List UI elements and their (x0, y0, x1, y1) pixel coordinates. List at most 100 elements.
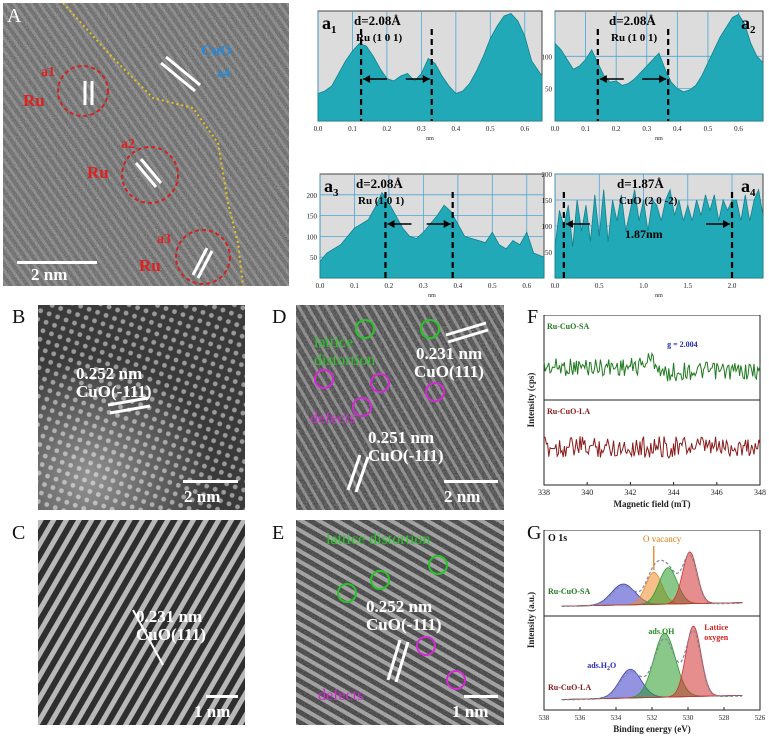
ru-label-1: Ru (23, 91, 45, 110)
x-tick-label: 530 (683, 714, 694, 722)
x-tick-label: 342 (624, 488, 636, 497)
panel-d-plane-1: CuO(111) (414, 362, 484, 381)
x-tick-label: 338 (538, 488, 550, 497)
series-line-sa (543, 352, 761, 382)
d-spacing-label: d=2.08Å (354, 13, 401, 28)
a4-image-label: a4 (217, 65, 230, 80)
series-line-la (543, 436, 761, 459)
interface-boundary (62, 3, 244, 286)
a3-label: a3 (157, 232, 171, 247)
panel-e-scale-label: 1 nm (452, 702, 489, 721)
panel-a-scalebar (17, 261, 97, 264)
panel-c-plane: CuO(111) (136, 625, 206, 644)
y-tick-label: 150 (542, 197, 553, 205)
a2-label: a2 (121, 137, 135, 152)
series-label: Ru-CuO-LA (548, 683, 591, 692)
ru-circle-3 (175, 229, 231, 285)
x-axis-label: nm (428, 293, 436, 299)
x-tick-label: 0.2 (612, 125, 621, 133)
x-tick-label: 528 (719, 714, 730, 722)
x-tick-label: 0.1 (348, 125, 357, 133)
panel-d-letter: D (272, 306, 287, 328)
x-tick-label: 0.0 (316, 282, 325, 290)
x-tick-label: 538 (539, 714, 550, 722)
panel-b-scale-label: 2 nm (184, 487, 221, 506)
d-spacing-label: d=2.08Å (356, 176, 403, 191)
y-tick-label: 100 (542, 53, 553, 61)
panel-d-plane-2: CuO(-111) (368, 446, 444, 465)
x-tick-label: 0.1 (581, 125, 590, 133)
x-axis-label: nm (426, 136, 434, 142)
panel-d-image: lattice distortion 0.231 nm CuO(111) def… (296, 305, 504, 510)
x-tick-label: 0.4 (453, 282, 462, 290)
plane-label: Ru (1 0 1) (611, 32, 657, 44)
envelope-line (561, 553, 743, 608)
x-tick-label: 532 (647, 714, 658, 722)
profile-area (319, 191, 545, 279)
g-value-annotation: g = 2.004 (667, 340, 698, 349)
x-tick-label: 534 (611, 714, 622, 722)
x-axis-label: nm (655, 136, 663, 142)
x-tick-label: 0.0 (551, 282, 560, 290)
x-tick-label: 0.3 (642, 125, 651, 133)
ads-h2o-label: ads.H2O (587, 661, 616, 672)
panel-c-letter: C (12, 522, 26, 544)
profile-area (554, 188, 764, 279)
lattice-label-1: Lattice (704, 623, 728, 632)
panel-d-d-spacing-1: 0.231 nm (416, 344, 483, 363)
y-tick-label: 50 (545, 249, 553, 257)
x-tick-label: 0.3 (417, 125, 426, 133)
panel-d-scalebar (444, 480, 498, 483)
panel-a-image: A Ru Ru Ru a1 a2 a3 CuO a4 2 nm (3, 3, 289, 286)
x-tick-label: 348 (754, 488, 766, 497)
x-tick-label: 0.5 (488, 282, 497, 290)
arrow-head-left (387, 220, 395, 228)
x-tick-label: 0.1 (350, 282, 359, 290)
arrow-head-left (599, 75, 607, 83)
x-tick-label: 1.5 (683, 282, 692, 290)
y-tick-label: 50 (310, 254, 318, 262)
panel-e-image: lattice distortion 0.252 nm CuO(-111) de… (296, 520, 504, 725)
y-tick-label: 200 (307, 192, 318, 200)
lattice-label-2: oxygen (704, 633, 729, 642)
panel-b-letter: B (12, 306, 26, 328)
y-axis-label: Intensity (cps) (526, 373, 536, 428)
x-tick-label: 526 (755, 714, 766, 722)
ru-label-2: Ru (87, 163, 109, 182)
panel-c-scale-label: 1 nm (194, 702, 231, 721)
a1-label: a1 (41, 65, 55, 80)
o-vacancy-label: O vacancy (643, 534, 682, 544)
y-tick-label: 150 (307, 213, 318, 221)
panel-b-scalebar (183, 480, 238, 483)
plane-label: Ru (1 0 1) (356, 32, 402, 44)
panel-e-letter: E (272, 522, 285, 544)
x-tick-label: 0.6 (734, 125, 743, 133)
y-tick-label: 100 (542, 223, 553, 231)
arrow-head-right (443, 220, 451, 228)
plane-label: CuO (2 0 -2) (619, 195, 678, 207)
chart-g-xps: Ru-CuO-SA Ru-CuO-LA O 1s O vacancy ads.OH ads… (526, 530, 766, 734)
arrow-head-right (659, 75, 667, 83)
x-tick-label: 0.2 (383, 125, 392, 133)
x-axis-label: Binding energy (eV) (613, 724, 691, 734)
panel-b-d-spacing: 0.252 nm (76, 364, 143, 383)
plane-label: Ru (1 0 1) (358, 195, 404, 207)
panel-b-plane: CuO(-111) (76, 382, 152, 401)
x-tick-label: 0.0 (314, 125, 323, 133)
d-spacing-label: d=2.08Å (609, 13, 656, 28)
arrow-head-right (723, 220, 731, 228)
panel-c-scalebar (206, 695, 238, 698)
panel-a-letter: A (7, 5, 22, 27)
x-tick-label: 0.5 (704, 125, 713, 133)
panel-c-d-spacing: 0.231 nm (136, 607, 203, 626)
d-spacing-label: d=1.87Å (617, 176, 664, 191)
x-tick-label: 0.5 (486, 125, 495, 133)
panel-e-scalebar (464, 695, 498, 698)
chart-title: O 1s (548, 533, 567, 544)
profile-area (554, 13, 764, 122)
y-tick-label: 100 (307, 233, 318, 241)
cuo-label: CuO (201, 43, 232, 59)
panel-f-letter: F (527, 306, 539, 328)
y-tick-label: 50 (545, 86, 553, 94)
